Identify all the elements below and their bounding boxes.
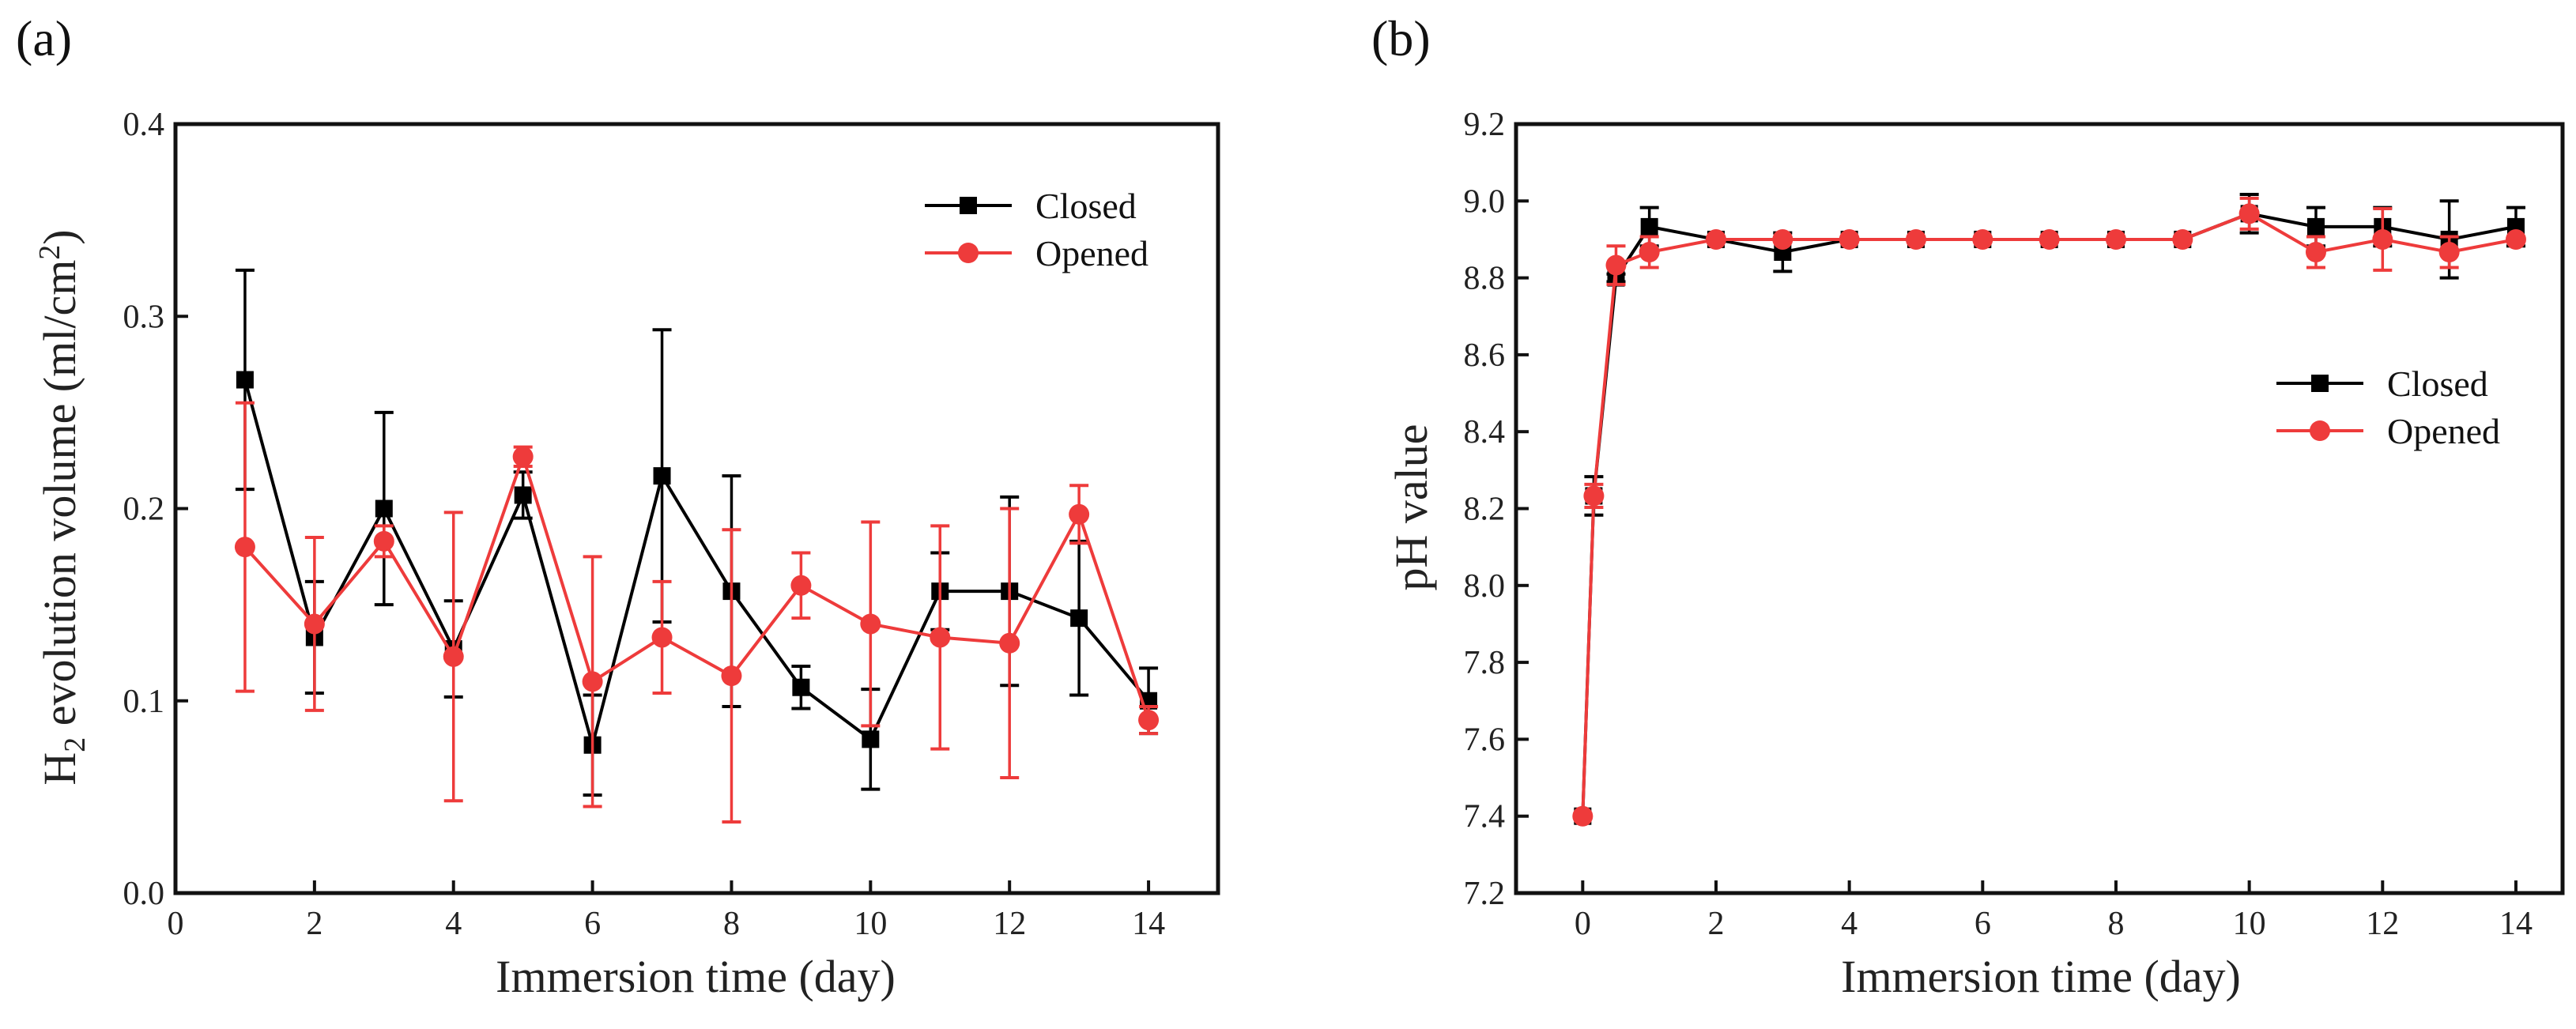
data-point xyxy=(512,446,534,467)
data-point xyxy=(373,530,394,552)
legend-label: Closed xyxy=(1035,186,1137,226)
y-tick-label: 0.2 xyxy=(123,492,165,528)
data-point xyxy=(1772,228,1793,250)
x-tick-label: 10 xyxy=(854,906,887,942)
series-line xyxy=(243,379,1150,752)
data-point xyxy=(721,665,742,687)
series-closed xyxy=(1574,193,2525,825)
panel-label-a: (a) xyxy=(16,10,72,66)
data-point xyxy=(790,575,812,596)
legend-label: Opened xyxy=(2387,411,2500,451)
data-point xyxy=(304,613,325,635)
data-point xyxy=(930,627,951,648)
x-tick-label: 6 xyxy=(1974,906,1991,942)
y-tick-label: 7.6 xyxy=(1464,722,1506,758)
x-tick-label: 4 xyxy=(445,906,462,942)
panel-label-b: (b) xyxy=(1371,10,1431,66)
data-point xyxy=(1640,217,1658,236)
series-line xyxy=(1581,212,2517,816)
data-point xyxy=(2305,242,2326,263)
x-tick-label: 8 xyxy=(723,906,740,942)
y-tick-label: 9.0 xyxy=(1464,183,1506,220)
data-point xyxy=(236,371,254,389)
y-tick-label: 7.4 xyxy=(1464,799,1506,835)
data-point xyxy=(860,613,881,635)
data-point xyxy=(2306,217,2325,236)
data-point xyxy=(514,486,532,504)
data-point xyxy=(1583,485,1605,507)
data-point xyxy=(2039,228,2060,250)
data-point xyxy=(1839,228,1860,250)
data-point xyxy=(234,537,255,558)
data-point xyxy=(2105,228,2126,250)
data-point xyxy=(2172,228,2193,250)
x-tick-label: 0 xyxy=(168,906,184,942)
x-tick-label: 12 xyxy=(2366,906,2399,942)
x-tick-label: 14 xyxy=(1132,906,1165,942)
y-tick-label: 8.0 xyxy=(1464,568,1506,605)
x-axis-title-b: Immersion time (day) xyxy=(1841,951,2241,1002)
data-point xyxy=(375,499,393,518)
legend-marker xyxy=(958,243,979,263)
data-point xyxy=(443,646,464,667)
series-line xyxy=(243,451,1150,721)
chart-b: 0 2 4 6 8 10 12 14 7.2 7.4 7.6 7.8 8.0 8.2 8.4 8.6 8.8 9.… xyxy=(1464,107,2565,942)
data-point xyxy=(1605,254,1627,276)
legend-marker xyxy=(2310,420,2330,441)
data-point xyxy=(792,678,810,696)
y-tick-label: 8.6 xyxy=(1464,337,1506,374)
x-tick-label: 2 xyxy=(306,906,322,942)
data-point xyxy=(1639,242,1660,263)
series-opened xyxy=(234,401,1160,824)
legend-label: Opened xyxy=(1035,233,1148,273)
data-point xyxy=(1070,609,1088,628)
chart-a: 0 2 4 6 8 10 12 14 0.0 0.1 0.2 0.3 0.4 Closed Opened xyxy=(123,107,1220,942)
data-point xyxy=(1572,805,1593,827)
data-point xyxy=(862,730,880,748)
x-tick-label: 10 xyxy=(2233,906,2266,942)
y-tick-label: 7.2 xyxy=(1464,876,1506,912)
series-closed xyxy=(235,268,1159,797)
x-axis-title-a: Immersion time (day) xyxy=(496,951,896,1002)
data-point xyxy=(651,627,673,648)
y-tick-label: 0.0 xyxy=(123,876,165,912)
data-point xyxy=(1972,228,1993,250)
x-tick-label: 4 xyxy=(1841,906,1858,942)
data-point xyxy=(1705,228,1726,250)
x-tick-label: 8 xyxy=(2107,906,2124,942)
series-line xyxy=(1581,212,2517,816)
data-point xyxy=(653,467,671,485)
data-point xyxy=(2438,242,2460,263)
x-tick-label: 2 xyxy=(1707,906,1724,942)
y-axis-title-b: pH value xyxy=(1386,424,1437,591)
data-point xyxy=(2505,228,2526,250)
x-tick-label: 6 xyxy=(584,906,601,942)
y-tick-label: 8.4 xyxy=(1464,414,1506,450)
y-tick-label: 8.2 xyxy=(1464,492,1506,528)
data-point xyxy=(1069,503,1090,525)
y-tick-label: 8.8 xyxy=(1464,261,1506,297)
y-tick-label: 9.2 xyxy=(1464,107,1506,143)
y-tick-label: 0.4 xyxy=(123,107,165,143)
y-axis-title-a: H2 evolution volume (ml/cm2) xyxy=(33,229,92,785)
data-point xyxy=(1905,228,1926,250)
x-tick-label: 12 xyxy=(993,906,1026,942)
data-point xyxy=(582,671,603,692)
x-tick-label: 0 xyxy=(1575,906,1591,942)
data-point xyxy=(2238,203,2260,224)
legend-marker xyxy=(2311,375,2329,392)
data-point xyxy=(1138,710,1160,731)
legend-marker xyxy=(960,197,977,214)
data-point xyxy=(2372,228,2393,250)
data-point xyxy=(999,632,1020,654)
y-tick-label: 7.8 xyxy=(1464,645,1506,681)
x-tick-label: 14 xyxy=(2499,906,2533,942)
y-tick-label: 0.1 xyxy=(123,684,165,720)
y-tick-label: 0.3 xyxy=(123,299,165,335)
legend-label: Closed xyxy=(2387,364,2488,404)
series-opened xyxy=(1572,196,2526,827)
